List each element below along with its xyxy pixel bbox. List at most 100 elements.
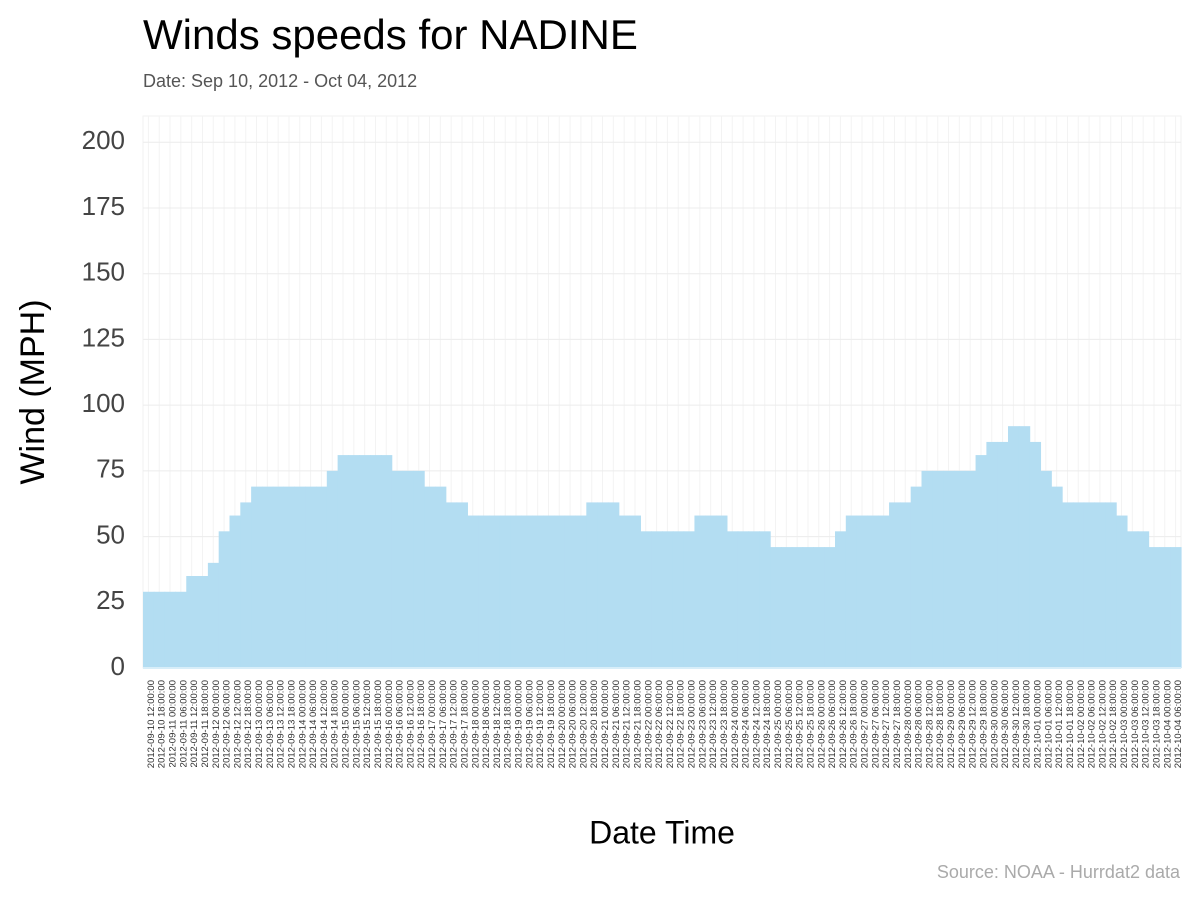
x-tick-label: 2012-09-11 00:00:00: [168, 680, 179, 768]
x-tick-label: 2012-09-12 00:00:00: [211, 680, 222, 768]
x-tick-label: 2012-09-12 12:00:00: [232, 680, 243, 768]
x-tick-label: 2012-09-14 12:00:00: [319, 680, 330, 768]
area-step: [153, 591, 166, 668]
x-tick-label: 2012-10-02 12:00:00: [1097, 680, 1108, 768]
area-step: [478, 515, 490, 668]
x-tick-label: 2012-09-27 06:00:00: [870, 680, 881, 768]
area-step: [716, 515, 728, 668]
y-tick-label: 175: [82, 191, 125, 221]
area-step: [456, 502, 468, 668]
x-tick-label: 2012-09-11 18:00:00: [200, 680, 211, 768]
area-step: [1062, 502, 1074, 668]
x-tick-label: 2012-09-22 06:00:00: [654, 680, 665, 768]
x-tick-label: 2012-09-15 06:00:00: [351, 680, 362, 768]
x-tick-label: 2012-09-18 18:00:00: [503, 680, 514, 768]
area-step: [197, 576, 209, 668]
area-step: [564, 515, 577, 668]
area-step: [618, 515, 631, 668]
x-tick-label: 2012-09-28 00:00:00: [903, 680, 914, 768]
x-tick-label: 2012-09-30 06:00:00: [1000, 680, 1011, 768]
x-tick-label: 2012-09-22 00:00:00: [643, 680, 654, 768]
area-step: [186, 576, 198, 668]
area-step: [748, 531, 760, 668]
area-step: [683, 531, 696, 668]
x-tick-label: 2012-09-10 18:00:00: [157, 680, 168, 768]
chart-subtitle: Date: Sep 10, 2012 - Oct 04, 2012: [143, 71, 417, 91]
area-step: [975, 455, 987, 668]
area-step: [175, 591, 187, 668]
area-step: [207, 562, 220, 668]
area-step: [1029, 441, 1042, 668]
y-tick-label: 200: [82, 125, 125, 155]
x-tick-label: 2012-09-20 00:00:00: [557, 680, 568, 768]
area-step: [575, 515, 587, 668]
area-step: [986, 441, 998, 668]
area-step: [726, 531, 739, 668]
area-step: [402, 470, 414, 668]
x-tick-label: 2012-09-29 18:00:00: [978, 680, 989, 768]
area-step: [294, 486, 306, 668]
x-tick-label: 2012-09-27 00:00:00: [860, 680, 871, 768]
area-step: [932, 470, 944, 668]
x-tick-label: 2012-09-14 18:00:00: [330, 680, 341, 768]
x-tick-label: 2012-09-17 18:00:00: [459, 680, 470, 768]
x-tick-label: 2012-09-20 12:00:00: [578, 680, 589, 768]
area-step: [370, 455, 382, 668]
x-tick-label: 2012-09-19 00:00:00: [514, 680, 525, 768]
area-step: [770, 547, 782, 668]
x-tick-label: 2012-09-26 06:00:00: [827, 680, 838, 768]
x-tick-label: 2012-09-19 12:00:00: [535, 680, 546, 768]
x-tick-label: 2012-10-01 12:00:00: [1054, 680, 1065, 768]
x-tick-label: 2012-09-29 12:00:00: [968, 680, 979, 768]
x-tick-label: 2012-10-04 06:00:00: [1173, 680, 1184, 768]
area-step: [813, 547, 825, 668]
area-step: [705, 515, 717, 668]
area-step: [1008, 426, 1020, 668]
area-step: [1126, 531, 1139, 668]
x-tick-label: 2012-09-28 12:00:00: [924, 680, 935, 768]
x-tick-label: 2012-09-30 18:00:00: [1022, 680, 1033, 768]
area-step: [737, 531, 750, 668]
area-step: [499, 515, 512, 668]
x-tick-label: 2012-10-03 18:00:00: [1151, 680, 1162, 768]
area-step: [326, 470, 339, 668]
x-tick-label: 2012-09-22 18:00:00: [676, 680, 687, 768]
y-tick-label: 0: [111, 651, 125, 681]
area-step: [532, 515, 544, 668]
area-step: [261, 486, 274, 668]
x-tick-label: 2012-09-25 06:00:00: [784, 680, 795, 768]
area-step: [240, 502, 252, 668]
area-step: [791, 547, 804, 668]
x-tick-label: 2012-09-19 06:00:00: [524, 680, 535, 768]
x-tick-label: 2012-09-24 12:00:00: [751, 680, 762, 768]
area-step: [845, 515, 858, 668]
x-tick-label: 2012-09-24 18:00:00: [762, 680, 773, 768]
x-tick-label: 2012-09-22 12:00:00: [665, 680, 676, 768]
x-tick-label: 2012-10-01 06:00:00: [1043, 680, 1054, 768]
x-tick-label: 2012-09-25 00:00:00: [773, 680, 784, 768]
area-step: [910, 486, 923, 668]
x-tick-label: 2012-09-16 18:00:00: [416, 680, 427, 768]
y-tick-label: 25: [96, 585, 125, 615]
area-step: [997, 441, 1009, 668]
x-tick-label: 2012-09-26 00:00:00: [816, 680, 827, 768]
area-step: [802, 547, 814, 668]
area-step: [251, 486, 263, 668]
y-tick-label: 75: [96, 454, 125, 484]
area-step: [510, 515, 523, 668]
x-tick-label: 2012-10-02 00:00:00: [1076, 680, 1087, 768]
x-axis-label: Date Time: [589, 814, 735, 850]
x-tick-label: 2012-09-17 00:00:00: [427, 680, 438, 768]
x-tick-label: 2012-09-28 18:00:00: [935, 680, 946, 768]
x-tick-label: 2012-09-20 06:00:00: [568, 680, 579, 768]
area-step: [964, 470, 977, 668]
area-step: [1159, 547, 1171, 668]
area-step: [413, 470, 425, 668]
y-tick-label: 50: [96, 519, 125, 549]
area-step: [521, 515, 533, 668]
x-tick-label: 2012-09-24 06:00:00: [741, 680, 752, 768]
area-step: [835, 531, 847, 668]
area-step: [1040, 470, 1052, 668]
x-tick-label: 2012-09-10 12:00:00: [146, 680, 157, 768]
x-tick-label: 2012-09-26 18:00:00: [849, 680, 860, 768]
